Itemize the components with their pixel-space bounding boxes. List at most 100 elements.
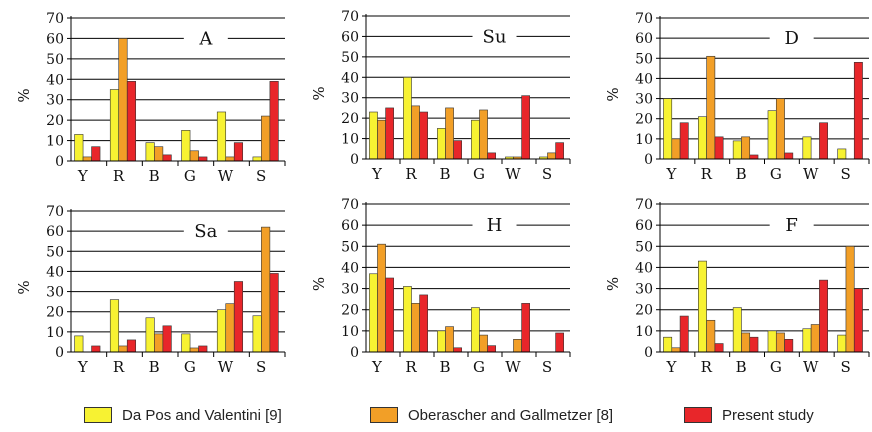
bar-y-series-2: [671, 138, 681, 160]
legend-item-present-study: Present study: [684, 405, 814, 425]
x-tick-label: W: [505, 358, 521, 376]
bar-y-series-1: [369, 111, 378, 160]
bar-r-series-3: [419, 294, 428, 353]
bar-g-series-2: [775, 332, 785, 353]
y-tick-label: 70: [635, 197, 653, 213]
bar-b-series-3: [749, 154, 759, 160]
y-tick-label: 70: [46, 204, 64, 220]
bar-y-series-3: [91, 345, 101, 353]
x-tick-label: Y: [77, 358, 89, 376]
bar-g-series-1: [767, 110, 777, 160]
y-tick-label: 50: [341, 50, 359, 66]
bar-w-series-2: [810, 324, 820, 353]
bar-y-series-1: [663, 336, 673, 353]
x-tick-label: W: [505, 165, 521, 183]
bar-w-series-3: [819, 279, 828, 353]
x-tick-label: R: [405, 165, 417, 183]
bar-r-series-1: [698, 260, 707, 353]
bar-r-series-2: [706, 319, 716, 353]
y-axis-label: %: [310, 86, 328, 100]
x-tick-label: R: [113, 167, 125, 185]
bar-s-series-3: [269, 273, 279, 353]
x-tick-label: S: [542, 358, 552, 376]
bar-s-series-1: [252, 315, 262, 353]
bar-b-series-3: [749, 336, 759, 353]
x-tick-label: S: [256, 358, 266, 376]
x-tick-label: W: [803, 358, 819, 376]
bar-b-series-2: [741, 332, 751, 353]
y-tick-label: 10: [341, 132, 359, 148]
x-tick-label: G: [184, 167, 196, 185]
y-tick-label: 50: [635, 239, 653, 255]
y-tick-label: 0: [55, 154, 64, 170]
bar-w-series-3: [521, 95, 530, 160]
y-tick-label: 10: [341, 324, 359, 340]
panel-title: A: [198, 28, 213, 49]
bar-g-series-1: [181, 130, 191, 162]
legend-item-da-pos: Da Pos and Valentini [9]: [84, 405, 282, 425]
bar-b-series-2: [741, 136, 751, 160]
bar-w-series-3: [233, 281, 244, 353]
bar-b-series-2: [154, 146, 164, 162]
y-tick-label: 20: [635, 303, 653, 319]
bar-g-series-3: [487, 345, 496, 353]
x-tick-label: R: [113, 358, 125, 376]
legend-label: Present study: [722, 406, 814, 424]
y-tick-label: 40: [46, 264, 64, 280]
bar-y-series-2: [377, 119, 386, 160]
bar-s-series-2: [845, 245, 855, 353]
panel-title: H: [487, 215, 503, 236]
bar-g-series-1: [471, 307, 480, 353]
bar-y-series-3: [385, 277, 394, 353]
y-tick-label: 60: [46, 224, 64, 240]
x-tick-label: G: [770, 165, 782, 183]
panel-a: Y R B G W S 0 10 20 30 40 50 60 70% A: [15, 11, 286, 185]
bar-r-series-1: [109, 299, 120, 353]
legend-swatch-orange: [370, 407, 398, 423]
y-tick-label: 0: [644, 152, 653, 168]
x-tick-label: R: [405, 358, 417, 376]
bar-r-series-2: [118, 345, 128, 353]
bar-g-series-3: [784, 152, 794, 160]
y-tick-label: 10: [46, 134, 64, 150]
y-tick-label: 50: [635, 51, 653, 67]
y-tick-label: 30: [341, 91, 359, 107]
bar-s-series-2: [261, 226, 271, 353]
y-tick-label: 20: [341, 111, 359, 127]
bar-r-series-2: [411, 303, 420, 353]
bar-g-series-2: [189, 150, 199, 162]
y-tick-label: 10: [46, 325, 64, 341]
x-tick-label: W: [218, 167, 234, 185]
bar-w-series-2: [225, 303, 235, 353]
y-tick-label: 50: [46, 52, 64, 68]
bar-s-series-2: [547, 152, 556, 160]
legend-item-oberascher: Oberascher and Gallmetzer [8]: [370, 405, 613, 425]
bar-w-series-1: [802, 328, 812, 353]
bar-y-series-2: [82, 156, 92, 162]
x-tick-label: B: [149, 167, 160, 185]
x-tick-label: B: [736, 358, 747, 376]
y-tick-label: 30: [341, 282, 359, 298]
x-tick-label: Y: [371, 358, 383, 376]
bar-b-series-3: [453, 140, 462, 160]
panel-sa: Y R B G W S 0 10 20 30 40 50 60 70% Sa: [15, 204, 286, 376]
bar-r-series-1: [403, 286, 412, 353]
bar-g-series-3: [198, 345, 208, 353]
x-tick-label: B: [439, 358, 450, 376]
bar-s-series-1: [837, 148, 847, 160]
y-axis-label: %: [604, 87, 622, 101]
bar-b-series-1: [437, 330, 446, 353]
y-tick-label: 70: [341, 197, 359, 213]
y-tick-label: 40: [635, 71, 653, 87]
bar-r-series-1: [109, 89, 120, 162]
bar-w-series-2: [513, 339, 522, 353]
y-tick-label: 0: [350, 345, 359, 361]
bar-y-series-3: [385, 107, 394, 160]
bar-w-series-3: [521, 303, 530, 353]
bar-g-series-1: [181, 333, 191, 353]
panel-f: Y R B G W S 0 10 20 30 40 50 60 70% F: [604, 197, 870, 376]
panel-su: Y R B G W S 0 10 20 30 40 50 60 70% Su: [310, 9, 571, 183]
y-axis-label: %: [15, 280, 33, 294]
x-tick-label: G: [184, 358, 196, 376]
y-tick-label: 60: [341, 29, 359, 45]
